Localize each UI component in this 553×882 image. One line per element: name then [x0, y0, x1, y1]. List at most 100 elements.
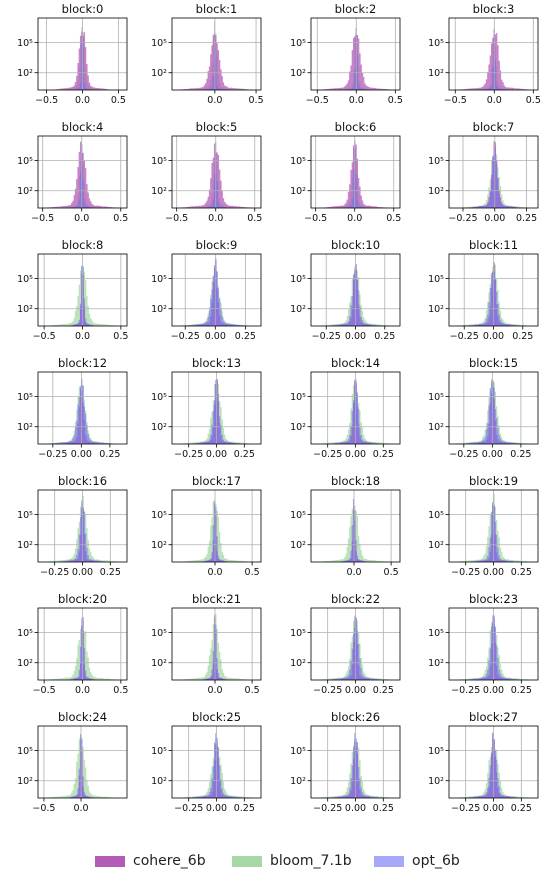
axes-frame	[310, 371, 401, 445]
x-tick-label: 0.25	[100, 567, 121, 578]
x-tick-label: −0.5	[304, 213, 327, 224]
x-tick-label: −0.5	[32, 803, 55, 814]
axes-frame	[448, 489, 539, 563]
x-tick-label: −0.5	[33, 685, 56, 696]
y-tick-label: 10²	[17, 422, 33, 433]
x-tick-label: −0.25	[40, 567, 69, 578]
y-tick-label: 10⁵	[17, 274, 33, 285]
subplot-title: block:17	[192, 474, 241, 488]
x-tick-label: 0.25	[235, 331, 256, 342]
y-tick-label: 10²	[428, 186, 444, 197]
subplot-title: block:4	[62, 120, 104, 134]
axes-frame	[171, 725, 262, 799]
x-tick-label: −0.5	[33, 331, 56, 342]
x-tick-label: 0.25	[510, 449, 531, 460]
subplot-title: block:10	[331, 238, 380, 252]
y-tick-label: 10²	[290, 304, 306, 315]
x-tick-label: 0.00	[484, 213, 505, 224]
histogram-opt	[172, 33, 261, 90]
y-tick-label: 10⁵	[428, 392, 444, 403]
y-tick-label: 10⁵	[17, 38, 33, 49]
y-tick-label: 10²	[17, 540, 33, 551]
x-tick-label: 0.00	[483, 803, 504, 814]
subplot-title: block:11	[469, 238, 518, 252]
x-tick-label: 0.0	[207, 685, 222, 696]
y-tick-label: 10⁵	[17, 746, 33, 757]
axes-frame	[37, 371, 128, 445]
x-tick-label: −0.25	[38, 449, 67, 460]
x-tick-label: −0.25	[171, 331, 200, 342]
x-tick-label: 0.25	[373, 449, 394, 460]
axes-frame	[37, 253, 128, 327]
legend-swatch-bloom	[232, 855, 262, 867]
axes-frame	[448, 17, 539, 91]
x-tick-label: 0.00	[345, 331, 366, 342]
subplot-11: block:11 −0.25 0.00 0.25 10⁵ 10²	[428, 238, 539, 342]
y-tick-label: 10⁵	[151, 746, 167, 757]
subplot-title: block:24	[58, 710, 107, 724]
axes-frame	[310, 489, 401, 563]
x-tick-label: −0.25	[449, 449, 478, 460]
axes-frame	[171, 607, 262, 681]
subplot-title: block:7	[473, 120, 515, 134]
x-tick-label: 0.0	[75, 331, 90, 342]
x-tick-label: 0.5	[245, 685, 260, 696]
y-tick-label: 10²	[151, 304, 167, 315]
axes-frame	[37, 17, 128, 91]
x-tick-label: 0.5	[113, 213, 128, 224]
x-tick-label: −0.25	[313, 685, 342, 696]
axes-frame	[448, 253, 539, 327]
y-tick-label: 10²	[290, 68, 306, 79]
axes-frame	[310, 725, 401, 799]
y-tick-label: 10²	[428, 68, 444, 79]
x-tick-label: 0.0	[487, 95, 502, 106]
x-tick-label: 0.00	[483, 567, 504, 578]
y-tick-label: 10⁵	[428, 746, 444, 757]
subplot-title: block:22	[331, 592, 380, 606]
y-tick-label: 10²	[17, 776, 33, 787]
x-tick-label: 0.00	[345, 449, 366, 460]
subplot-title: block:27	[469, 710, 518, 724]
axes-frame	[171, 489, 262, 563]
y-tick-label: 10⁵	[428, 156, 444, 167]
y-tick-label: 10⁵	[290, 156, 306, 167]
x-tick-label: −0.25	[313, 449, 342, 460]
axes-frame	[37, 607, 128, 681]
x-tick-label: 0.00	[345, 803, 366, 814]
subplot-12: block:12 −0.25 0.00 0.25 10⁵ 10²	[17, 356, 128, 460]
axes-frame	[171, 17, 262, 91]
subplot-title: block:26	[331, 710, 380, 724]
subplot-title: block:9	[196, 238, 238, 252]
subplot-20: block:20 −0.5 0.0 0.5 10⁵ 10²	[17, 592, 128, 696]
histogram-opt	[172, 623, 261, 680]
axes-frame	[448, 607, 539, 681]
y-tick-label: 10²	[428, 540, 444, 551]
y-tick-label: 10⁵	[151, 510, 167, 521]
subplot-10: block:10 −0.25 0.00 0.25 10⁵ 10²	[290, 238, 401, 342]
x-tick-label: 0.0	[346, 567, 361, 578]
subplot-19: block:19 −0.25 0.00 0.25 10⁵ 10²	[428, 474, 539, 578]
subplot-title: block:18	[331, 474, 380, 488]
x-tick-label: −0.25	[451, 685, 480, 696]
subplot-title: block:0	[62, 2, 104, 16]
y-tick-label: 10⁵	[290, 274, 306, 285]
x-tick-label: 0.25	[511, 685, 532, 696]
legend-swatch-cohere	[95, 855, 125, 867]
subplot-9: block:9 −0.25 0.00 0.25 10⁵ 10²	[151, 238, 262, 342]
legend-item-opt: opt_6b	[374, 846, 460, 876]
y-tick-label: 10⁵	[151, 156, 167, 167]
histogram-opt	[172, 258, 261, 326]
y-tick-label: 10⁵	[17, 510, 33, 521]
x-tick-label: 0.0	[207, 567, 222, 578]
subplot-21: block:21 0.0 0.5 10⁵ 10²	[151, 592, 262, 696]
histogram-opt	[38, 737, 127, 798]
x-tick-label: 0.25	[511, 567, 532, 578]
subplot-4: block:4 −0.5 0.0 0.5 10⁵ 10²	[17, 120, 128, 224]
y-tick-label: 10²	[17, 658, 33, 669]
x-tick-label: 0.0	[75, 685, 90, 696]
y-tick-label: 10²	[290, 422, 306, 433]
axes-frame	[310, 135, 401, 209]
axes-frame	[310, 17, 401, 91]
subplot-25: block:25 −0.25 0.00 0.25 10⁵ 10²	[151, 710, 262, 814]
x-tick-label: 0.25	[373, 685, 394, 696]
